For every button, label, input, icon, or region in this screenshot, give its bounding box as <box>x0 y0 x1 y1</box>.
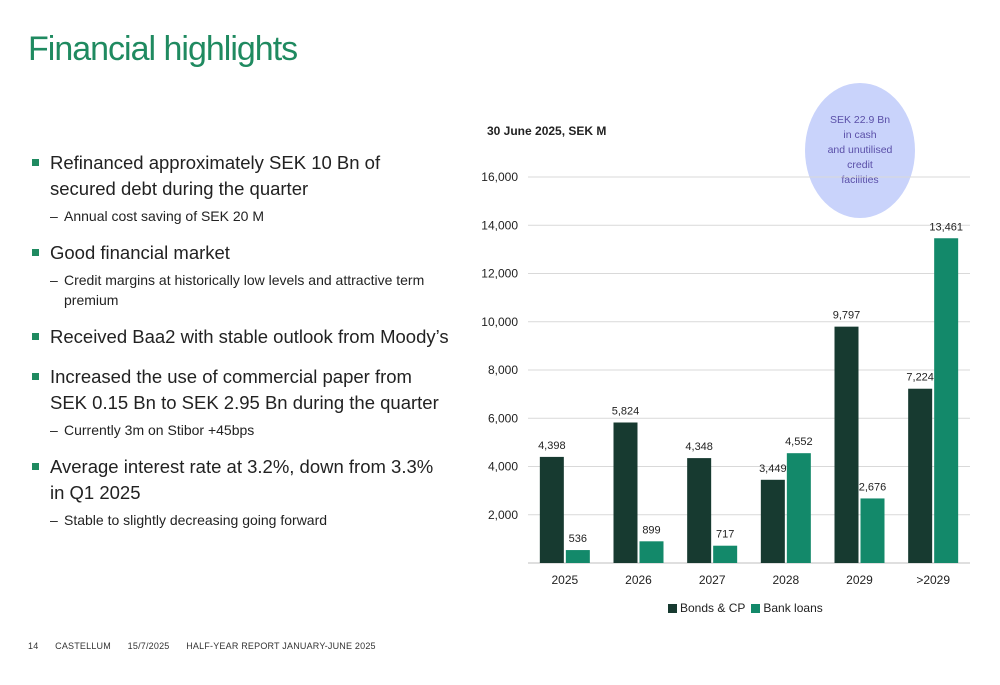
x-tick-label: 2027 <box>699 573 726 587</box>
footer: 14 CASTELLUM 15/7/2025 HALF-YEAR REPORT … <box>28 641 390 651</box>
data-label: 5,824 <box>612 405 640 417</box>
bar-bonds-cp <box>834 326 859 563</box>
y-tick-label: 10,000 <box>481 315 518 329</box>
y-tick-label: 6,000 <box>488 411 518 425</box>
bullet-item: Good financial market <box>30 240 450 266</box>
bar-bank-loans <box>565 550 590 563</box>
data-label: 13,461 <box>929 221 963 233</box>
bar-bonds-cp <box>687 458 712 563</box>
sub-bullet-text: Credit margins at historically low level… <box>64 272 425 308</box>
chart-legend: Bonds & CP Bank loans <box>668 601 823 615</box>
sub-bullet-item: – Stable to slightly decreasing going for… <box>30 510 450 530</box>
bar-bank-loans <box>713 545 738 563</box>
bar-bank-loans <box>860 498 885 563</box>
company-name: CASTELLUM <box>55 641 111 651</box>
data-label: 4,398 <box>538 440 566 452</box>
bullet-text: Received Baa2 with stable outlook from M… <box>50 326 449 347</box>
bar-bank-loans <box>934 238 959 564</box>
x-tick-label: 2028 <box>772 573 799 587</box>
bullet-square-icon <box>32 373 39 380</box>
y-tick-label: 8,000 <box>488 363 518 377</box>
page-title: Financial highlights <box>28 30 298 68</box>
y-tick-label: 12,000 <box>481 267 518 281</box>
bullet-text: Refinanced approximately SEK 10 Bn of se… <box>50 152 381 199</box>
dash-icon: – <box>50 422 58 438</box>
legend-item-bonds: Bonds & CP <box>668 601 745 615</box>
sub-bullet-item: – Currently 3m on Stibor +45bps <box>30 420 450 440</box>
bullet-item: Increased the use of commercial paper fr… <box>30 364 450 416</box>
bullet-text: Good financial market <box>50 242 230 263</box>
bullet-list: Refinanced approximately SEK 10 Bn of se… <box>30 150 450 530</box>
dash-icon: – <box>50 272 58 288</box>
sub-bullet-item: – Annual cost saving of SEK 20 M <box>30 206 450 226</box>
data-label: 2,676 <box>859 481 887 493</box>
bar-bonds-cp <box>613 422 638 563</box>
bullet-item: Received Baa2 with stable outlook from M… <box>30 324 450 350</box>
bar-bank-loans <box>639 541 664 563</box>
report-date: 15/7/2025 <box>127 641 170 651</box>
sub-bullet-item: – Credit margins at historically low leve… <box>30 270 450 310</box>
bullet-square-icon <box>32 249 39 256</box>
x-tick-label: 2025 <box>551 573 578 587</box>
chart-title: 30 June 2025, SEK M <box>487 124 607 138</box>
bullet-item: Average interest rate at 3.2%, down from… <box>30 454 450 506</box>
maturity-bar-chart: 2,000 4,000 6,000 8,000 10,000 12,000 14,000 16… <box>481 170 970 587</box>
legend-swatch <box>668 603 677 613</box>
report-title: HALF-YEAR REPORT JANUARY-JUNE 2025 <box>186 641 376 651</box>
y-tick-label: 2,000 <box>488 508 518 522</box>
data-label: 4,348 <box>685 441 713 453</box>
data-label: 7,224 <box>906 372 934 384</box>
x-tick-label: >2029 <box>916 573 950 587</box>
sub-bullet-text: Currently 3m on Stibor +45bps <box>64 422 255 438</box>
bullet-square-icon <box>32 333 39 340</box>
callout-text: SEK 22.9 Bn in cash and unutilised credi… <box>827 114 893 186</box>
x-tick-label: 2026 <box>625 573 652 587</box>
legend-label: Bonds & CP <box>680 601 746 615</box>
page-number: 14 <box>28 641 39 651</box>
legend-item-bank-loans: Bank loans <box>751 601 823 615</box>
sub-bullet-text: Stable to slightly decreasing going forw… <box>64 512 328 528</box>
legend-swatch <box>751 603 761 613</box>
bullet-square-icon <box>32 463 39 470</box>
data-label: 3,449 <box>759 463 787 475</box>
y-tick-label: 4,000 <box>488 460 518 474</box>
bar-bank-loans <box>786 453 811 563</box>
y-tick-label: 16,000 <box>481 170 518 184</box>
legend-label: Bank loans <box>763 601 823 615</box>
x-tick-label: 2029 <box>846 573 873 587</box>
bar-bonds-cp <box>539 456 564 563</box>
bar-bonds-cp <box>760 479 785 563</box>
data-label: 717 <box>716 529 734 541</box>
data-label: 4,552 <box>785 436 813 448</box>
bullet-text: Average interest rate at 3.2%, down from… <box>50 456 434 503</box>
bullet-item: Refinanced approximately SEK 10 Bn of se… <box>30 150 450 202</box>
sub-bullet-text: Annual cost saving of SEK 20 M <box>64 208 264 224</box>
callout-bubble: SEK 22.9 Bn in cash and unutilised credi… <box>805 83 915 218</box>
y-tick-label: 14,000 <box>481 218 518 232</box>
bar-bonds-cp <box>908 388 933 563</box>
dash-icon: – <box>50 208 58 224</box>
dash-icon: – <box>50 512 58 528</box>
bullet-text: Increased the use of commercial paper fr… <box>50 366 439 413</box>
data-label: 899 <box>642 524 660 536</box>
bullet-square-icon <box>32 159 39 166</box>
data-label: 9,797 <box>833 310 861 322</box>
data-label: 536 <box>569 533 587 545</box>
